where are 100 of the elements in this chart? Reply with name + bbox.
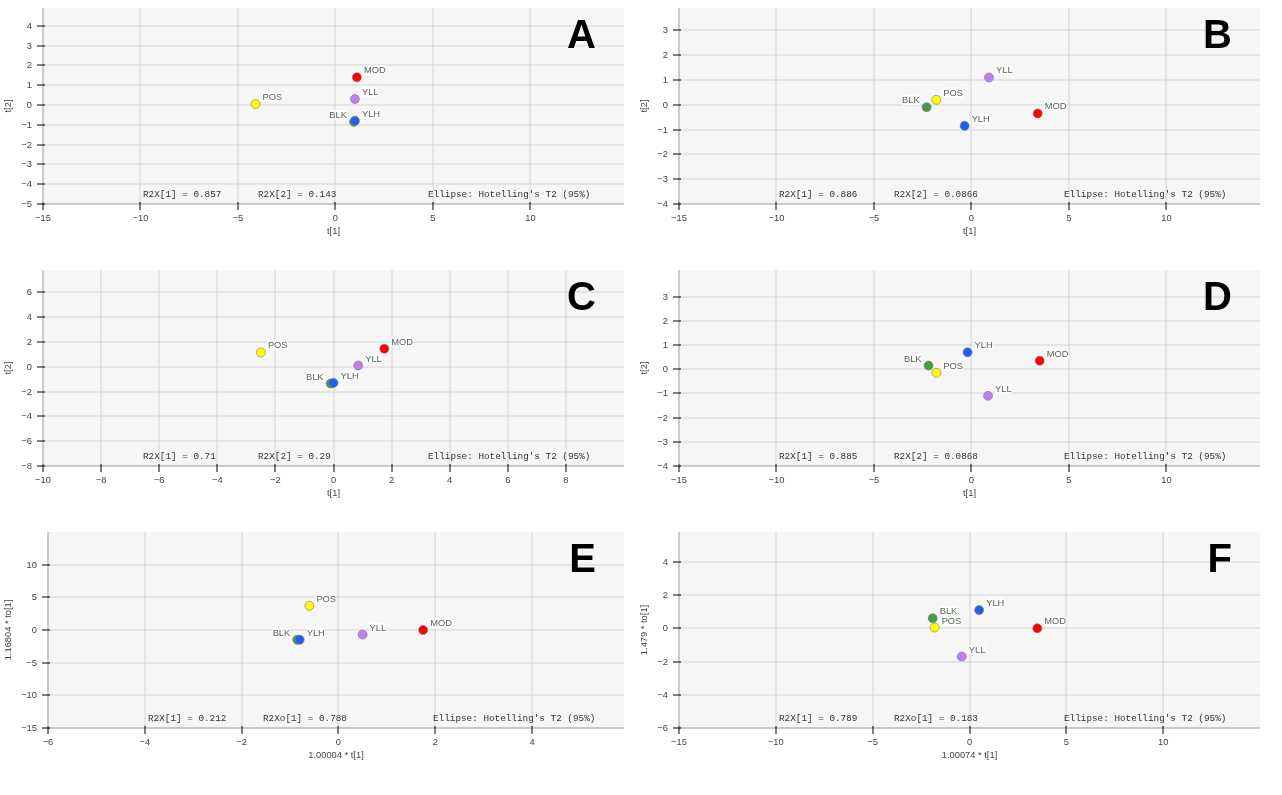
chart-title: C (567, 274, 596, 318)
y-tick-label: 4 (662, 556, 669, 567)
series-label: BLK (272, 627, 292, 638)
x-axis-title: t[1] (327, 488, 340, 498)
annotation: Ellipse: Hotelling's T2 (95%) (1064, 713, 1227, 724)
series-label: YLL (369, 622, 387, 633)
series-label: MOD (1046, 348, 1069, 359)
series-label: POS (943, 360, 964, 371)
series-label: YLH (986, 598, 1005, 609)
x-tick-label: 2 (432, 737, 438, 747)
y-tick-label: −2 (21, 386, 33, 397)
y-tick-label: −1 (21, 119, 33, 130)
annotation: R2X[2] = 0.0868 (894, 451, 978, 462)
y-tick-label: 1 (662, 74, 669, 85)
x-tick-label: 0 (966, 737, 973, 747)
x-tick-label: −4 (139, 737, 151, 747)
x-tick-label: 5 (1066, 475, 1072, 485)
series-label: YLL (995, 383, 1012, 394)
y-tick-label: −3 (21, 159, 33, 170)
series-label: YLL (996, 65, 1013, 76)
annotation: Ellipse: Hotelling's T2 (95%) (1064, 451, 1227, 462)
x-tick-label: −2 (270, 475, 281, 485)
y-tick-label: 2 (662, 315, 669, 326)
x-tick-label: 4 (447, 475, 453, 485)
y-tick-label: 0 (26, 361, 33, 372)
y-axis-title: t[2] (639, 99, 650, 113)
annotation: Ellipse: Hotelling's T2 (95%) (1064, 189, 1227, 200)
x-axis-title: 1.00004 * t[1] (308, 750, 364, 760)
y-tick-label: −2 (21, 139, 33, 150)
annotation: R2Xo[1] = 0.788 (263, 713, 347, 724)
series-label: YLL (361, 87, 379, 98)
series-label: MOD (363, 65, 386, 76)
annotation: R2X[2] = 0.0866 (894, 189, 978, 200)
series-label: POS (941, 615, 962, 626)
series-label: BLK (329, 109, 348, 120)
annotation: R2X[1] = 0.789 (779, 713, 858, 724)
series-label: MOD (430, 618, 453, 628)
x-tick-label: 10 (1157, 737, 1169, 747)
x-tick-label: 5 (430, 213, 436, 223)
x-tick-label: 0 (968, 213, 975, 223)
annotation: R2X[1] = 0.212 (148, 713, 227, 724)
y-tick-label: 6 (26, 287, 33, 298)
annotation: Ellipse: Hotelling's T2 (95%) (433, 713, 596, 724)
x-tick-label: 0 (968, 475, 975, 485)
x-axis-title: 1.00074 * t[1] (941, 750, 998, 760)
y-tick-label: −1 (657, 388, 669, 399)
x-tick-label: −5 (868, 213, 880, 223)
y-tick-label: 0 (26, 100, 33, 111)
chart-title: D (1203, 274, 1232, 318)
y-tick-label: −4 (657, 689, 669, 700)
y-tick-label: 4 (26, 20, 33, 31)
x-tick-label: 0 (332, 213, 339, 223)
annotation: R2Xo[1] = 0.183 (894, 713, 978, 724)
x-tick-label: −15 (671, 475, 687, 485)
x-tick-label: −10 (768, 213, 785, 223)
y-tick-label: 3 (662, 291, 669, 302)
x-tick-label: 8 (563, 475, 569, 485)
x-tick-label: 6 (505, 475, 511, 485)
y-tick-label: −4 (657, 199, 669, 209)
x-tick-label: −5 (867, 737, 878, 747)
series-label: BLK (939, 606, 959, 617)
x-tick-label: −6 (42, 737, 54, 747)
x-tick-label: 5 (1063, 737, 1069, 747)
x-tick-label: −10 (132, 213, 149, 223)
y-tick-label: −8 (21, 461, 33, 471)
x-axis-title: t[1] (327, 226, 340, 236)
y-tick-label: −1 (657, 124, 669, 135)
series-label: YLH (340, 370, 359, 381)
series-label: MOD (391, 336, 414, 347)
y-tick-label: −4 (657, 461, 669, 471)
y-tick-label: −2 (657, 149, 669, 160)
y-axis-title: 1.16804 * to[1] (3, 599, 14, 661)
x-tick-label: −4 (211, 475, 223, 485)
chart-title: A (567, 12, 596, 56)
y-tick-label: 5 (31, 592, 38, 603)
x-tick-label: −10 (768, 475, 785, 485)
y-tick-label: −5 (26, 657, 38, 668)
y-tick-label: 1 (662, 340, 669, 351)
series-label: BLK (901, 95, 921, 106)
y-tick-label: −15 (21, 723, 37, 733)
y-tick-label: 0 (31, 625, 38, 635)
y-tick-label: 3 (26, 40, 33, 51)
y-tick-label: 1 (26, 80, 33, 91)
y-axis-title: t[2] (639, 361, 650, 375)
series-label: POS (943, 87, 964, 98)
y-tick-label: 0 (662, 99, 669, 110)
series-label: POS (267, 340, 288, 351)
chart-title: F (1207, 536, 1232, 580)
y-tick-label: −6 (21, 436, 33, 447)
x-tick-label: −15 (671, 213, 687, 223)
y-tick-label: 2 (662, 590, 669, 601)
annotation: R2X[1] = 0.71 (143, 451, 217, 462)
y-tick-label: 4 (26, 312, 33, 323)
series-label: MOD (1044, 616, 1067, 627)
x-axis-title: t[1] (963, 488, 976, 498)
series-label: YLL (365, 353, 382, 364)
series-label: POS (262, 92, 283, 103)
annotation: Ellipse: Hotelling's T2 (95%) (428, 451, 591, 462)
annotation: Ellipse: Hotelling's T2 (95%) (428, 189, 591, 200)
series-label: MOD (1044, 101, 1067, 112)
